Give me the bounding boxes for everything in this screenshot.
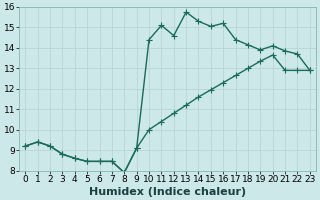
X-axis label: Humidex (Indice chaleur): Humidex (Indice chaleur) bbox=[89, 187, 246, 197]
